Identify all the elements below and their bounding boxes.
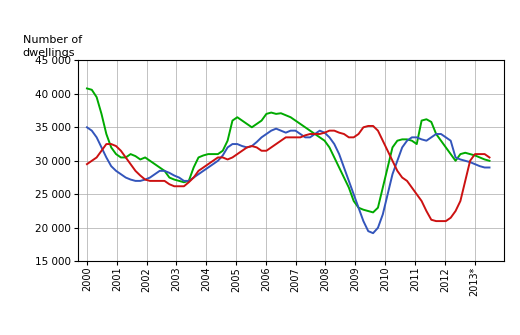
Completions <box>394 169 400 173</box>
Permits granted <box>263 112 269 116</box>
Completions <box>365 124 371 128</box>
Completions <box>283 135 289 139</box>
Completions <box>108 142 114 146</box>
Permits granted <box>394 139 400 143</box>
Line: Starts: Starts <box>87 127 489 233</box>
Starts <box>263 132 269 136</box>
Starts <box>486 165 492 170</box>
Starts <box>413 135 420 139</box>
Starts <box>394 159 400 163</box>
Completions <box>486 155 492 159</box>
Starts <box>283 131 289 135</box>
Permits granted <box>89 88 95 92</box>
Starts <box>108 164 114 168</box>
Completions <box>413 192 420 196</box>
Completions <box>84 162 90 166</box>
Text: Number of
dwellings: Number of dwellings <box>22 35 82 58</box>
Completions <box>433 219 439 223</box>
Starts <box>89 129 95 133</box>
Line: Completions: Completions <box>87 126 489 221</box>
Line: Permits granted: Permits granted <box>87 88 489 212</box>
Permits granted <box>283 113 289 117</box>
Permits granted <box>84 86 90 90</box>
Permits granted <box>108 145 114 149</box>
Starts <box>84 125 90 129</box>
Permits granted <box>486 159 492 163</box>
Completions <box>263 149 269 153</box>
Permits granted <box>413 142 420 146</box>
Permits granted <box>370 210 376 214</box>
Completions <box>89 159 95 163</box>
Starts <box>370 231 376 235</box>
